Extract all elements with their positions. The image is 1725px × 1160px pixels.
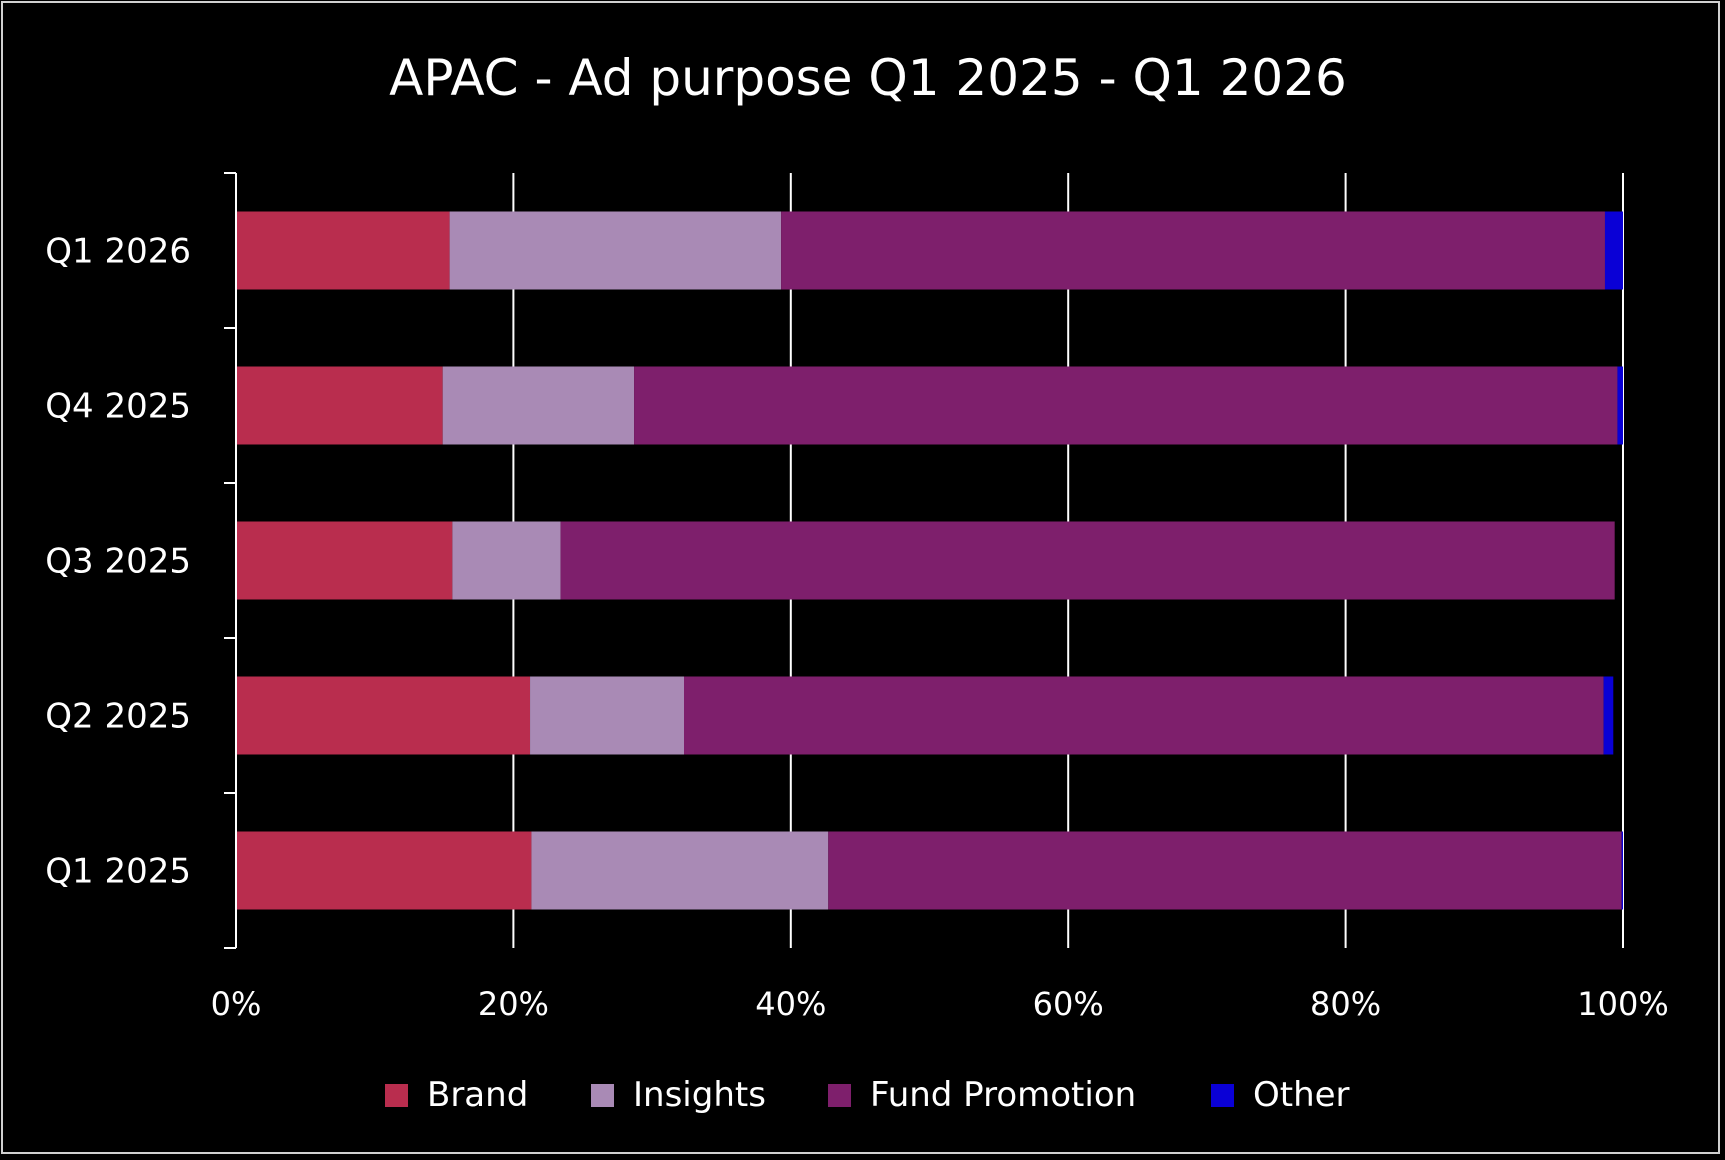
stacked-bar-chart: APAC - Ad purpose Q1 2025 - Q1 2026 0% 20… xyxy=(45,49,1668,1115)
x-tick-label: 100% xyxy=(1577,985,1668,1023)
x-tick-label: 20% xyxy=(478,985,549,1023)
bar-segment xyxy=(236,211,450,290)
bar-segment xyxy=(236,366,443,445)
y-category-label: Q1 2026 xyxy=(45,232,191,272)
bar-segment xyxy=(684,676,1604,755)
legend-label: Insights xyxy=(633,1075,766,1115)
bar-segment xyxy=(530,676,685,755)
bar-segment xyxy=(828,831,1622,910)
bar-segment xyxy=(634,366,1618,445)
bar-segment xyxy=(449,211,782,290)
bar-segment xyxy=(781,211,1605,290)
y-category-label: Q4 2025 xyxy=(45,387,191,427)
legend-label: Other xyxy=(1253,1075,1350,1115)
legend-swatch xyxy=(828,1084,851,1107)
bar-segment xyxy=(236,831,532,910)
y-category-label: Q2 2025 xyxy=(45,697,191,737)
bar-segment xyxy=(452,521,561,600)
x-tick-label: 40% xyxy=(755,985,826,1023)
bar-segment xyxy=(1603,676,1614,755)
bar-segment xyxy=(442,366,635,445)
bar-segment xyxy=(1621,831,1623,910)
bar-segment xyxy=(560,521,1615,600)
bar-segment xyxy=(236,521,453,600)
bar-segment xyxy=(531,831,829,910)
y-category-label: Q3 2025 xyxy=(45,542,191,582)
bar-segment xyxy=(1617,366,1623,445)
legend-label: Brand xyxy=(427,1075,528,1115)
legend-swatch xyxy=(591,1084,614,1107)
bar-segment xyxy=(236,676,531,755)
legend-swatch xyxy=(385,1084,408,1107)
bar-segment xyxy=(1604,211,1623,290)
legend-label: Fund Promotion xyxy=(870,1075,1136,1115)
legend-swatch xyxy=(1211,1084,1234,1107)
x-tick-label: 60% xyxy=(1033,985,1104,1023)
x-tick-label: 80% xyxy=(1310,985,1381,1023)
y-category-label: Q1 2025 xyxy=(45,852,191,892)
chart-title: APAC - Ad purpose Q1 2025 - Q1 2026 xyxy=(389,49,1347,107)
x-tick-label: 0% xyxy=(211,985,262,1023)
